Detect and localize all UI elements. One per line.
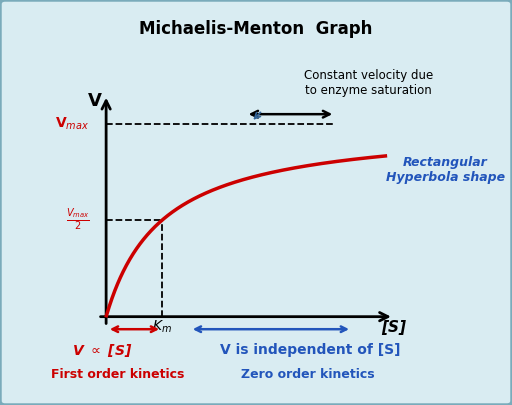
Text: Constant velocity due
to enzyme saturation: Constant velocity due to enzyme saturati… [304,69,433,97]
Text: Rectangular
Hyperbola shape: Rectangular Hyperbola shape [386,156,505,184]
Text: $\frac{V_{max}}{2}$: $\frac{V_{max}}{2}$ [66,207,90,233]
Text: $K_m$: $K_m$ [152,319,172,335]
Text: V is independent of [S]: V is independent of [S] [220,343,401,357]
Text: V: V [88,92,102,110]
Text: V$_{max}$: V$_{max}$ [55,115,90,132]
Text: V $\propto$ [S]: V $\propto$ [S] [72,342,132,359]
Text: Michaelis-Menton  Graph: Michaelis-Menton Graph [139,20,373,38]
Text: [S]: [S] [381,320,407,335]
Text: First order kinetics: First order kinetics [51,368,184,381]
Text: Zero order kinetics: Zero order kinetics [241,368,374,381]
